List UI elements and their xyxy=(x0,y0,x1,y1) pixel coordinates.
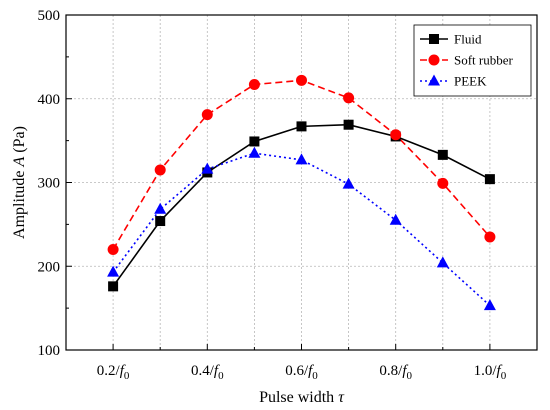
data-point-peek xyxy=(154,202,167,214)
y-tick-label: 300 xyxy=(38,176,61,192)
grid-lines xyxy=(66,15,537,350)
y-tick-label: 100 xyxy=(38,343,61,359)
y-tick-label: 400 xyxy=(38,92,61,108)
data-point-soft-rubber xyxy=(484,231,496,243)
data-point-peek xyxy=(389,213,402,225)
data-point-fluid xyxy=(484,174,495,185)
legend-marker-peek xyxy=(428,74,440,86)
x-tick-label: 1.0/f0 xyxy=(474,363,507,382)
data-point-peek xyxy=(107,265,120,277)
data-point-soft-rubber xyxy=(201,109,213,121)
data-point-peek xyxy=(248,146,261,158)
x-axis-title: Pulse width τ xyxy=(259,389,345,406)
series-markers xyxy=(107,74,496,311)
data-point-peek xyxy=(483,299,496,311)
data-point-soft-rubber xyxy=(248,79,260,91)
data-point-peek xyxy=(201,162,214,174)
data-point-soft-rubber xyxy=(107,244,119,255)
data-point-fluid xyxy=(155,216,166,227)
data-point-peek xyxy=(342,177,355,189)
data-point-fluid xyxy=(249,136,260,147)
data-point-fluid xyxy=(296,121,307,132)
x-tick-label: 0.4/f0 xyxy=(191,363,224,382)
legend-label-fluid: Fluid xyxy=(454,32,482,47)
y-tick-label: 500 xyxy=(38,8,61,24)
legend-label-soft-rubber: Soft rubber xyxy=(454,53,514,68)
data-point-soft-rubber xyxy=(343,92,355,104)
data-point-fluid xyxy=(343,119,354,130)
x-tick-label: 0.6/f0 xyxy=(285,363,318,382)
data-point-peek xyxy=(295,153,308,165)
data-point-fluid xyxy=(108,281,119,292)
x-tick-label: 0.8/f0 xyxy=(379,363,412,382)
data-point-peek xyxy=(436,256,449,268)
y-axis-title: Amplitude A (Pa) xyxy=(11,126,28,239)
legend: Fluid Soft rubber PEEK xyxy=(413,24,532,97)
legend-marker-fluid xyxy=(429,34,439,44)
axis-ticks: 100 200 300 400 500 0.2/f0 0.4/f0 0.6/f0 0.8/f0 1… xyxy=(38,8,507,382)
x-tick-label: 0.2/f0 xyxy=(97,363,130,382)
legend-marker-soft-rubber xyxy=(428,54,440,66)
data-point-soft-rubber xyxy=(154,164,166,176)
data-point-soft-rubber xyxy=(296,74,307,86)
data-point-soft-rubber xyxy=(437,177,449,189)
data-point-fluid xyxy=(437,149,448,160)
y-tick-label: 200 xyxy=(38,259,61,275)
legend-label-peek: PEEK xyxy=(454,74,487,89)
data-point-soft-rubber xyxy=(390,129,402,141)
